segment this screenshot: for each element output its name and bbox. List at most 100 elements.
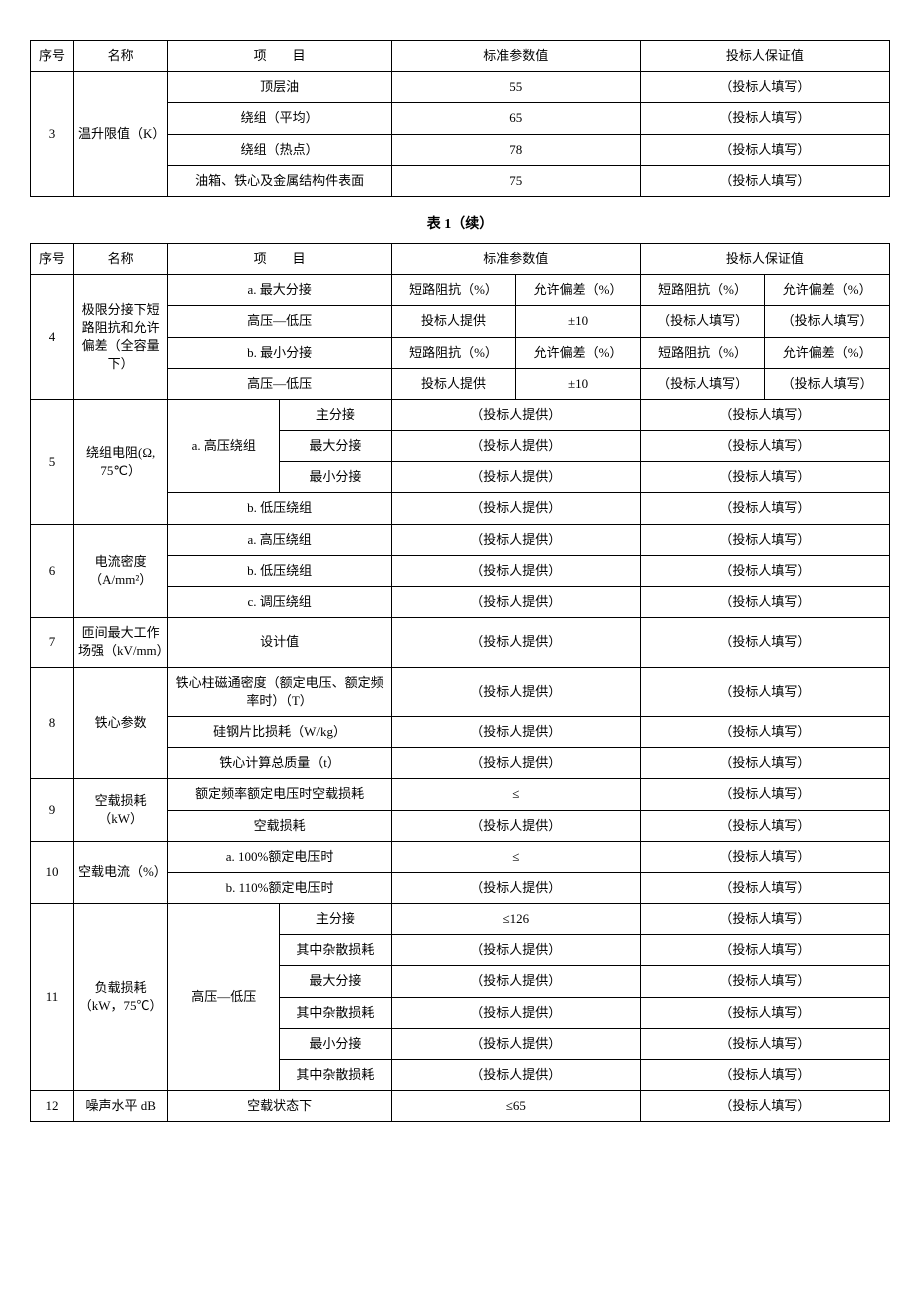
name-cell: 匝间最大工作场强（kV/mm） [73, 618, 167, 667]
item-cell: 顶层油 [168, 72, 391, 103]
subheader-cell: 短路阻抗（%） [391, 275, 516, 306]
bid-cell: （投标人填写） [640, 368, 765, 399]
std-cell: （投标人提供） [391, 1028, 640, 1059]
item-cell: b. 110%额定电压时 [168, 872, 391, 903]
spec-table-top: 序号 名称 项 目 标准参数值 投标人保证值 3 温升限值（K） 顶层油 55 … [30, 40, 890, 197]
subheader-cell: 短路阻抗（%） [640, 275, 765, 306]
table-row: 11 负载损耗（kW，75℃） 高压—低压 主分接 ≤126 （投标人填写） [31, 904, 890, 935]
std-cell: ≤126 [391, 904, 640, 935]
std-cell: （投标人提供） [391, 1060, 640, 1091]
seq-cell: 9 [31, 779, 74, 841]
item-cell: 空载损耗 [168, 810, 391, 841]
subitem-cell: 最大分接 [280, 431, 392, 462]
bid-cell: （投标人填写） [640, 587, 889, 618]
item-cell: 绕组（热点） [168, 134, 391, 165]
item-cell: 绕组（平均） [168, 103, 391, 134]
subitem-cell: 最小分接 [280, 462, 392, 493]
seq-cell: 4 [31, 275, 74, 400]
table-header-row: 序号 名称 项 目 标准参数值 投标人保证值 [31, 41, 890, 72]
std-cell: 投标人提供 [391, 306, 516, 337]
name-cell: 极限分接下短路阻抗和允许偏差（全容量下） [73, 275, 167, 400]
std-cell: （投标人提供） [391, 462, 640, 493]
std-cell: （投标人提供） [391, 935, 640, 966]
bid-cell: （投标人填写） [765, 368, 890, 399]
item-cell: 额定频率额定电压时空载损耗 [168, 779, 391, 810]
item-cell: a. 最大分接 [168, 275, 391, 306]
bid-cell: （投标人填写） [640, 72, 889, 103]
bid-cell: （投标人填写） [640, 165, 889, 196]
std-cell: ≤65 [391, 1091, 640, 1122]
name-cell: 铁心参数 [73, 667, 167, 779]
std-cell: （投标人提供） [391, 587, 640, 618]
std-cell: 投标人提供 [391, 368, 516, 399]
item-cell: 高压—低压 [168, 368, 391, 399]
name-cell: 噪声水平 dB [73, 1091, 167, 1122]
seq-cell: 3 [31, 72, 74, 197]
item-cell: 硅钢片比损耗（W/kg） [168, 716, 391, 747]
header-item: 项 目 [168, 41, 391, 72]
bid-cell: （投标人填写） [640, 555, 889, 586]
table-row: 8 铁心参数 铁心柱磁通密度（额定电压、额定频率时）（T） （投标人提供） （投… [31, 667, 890, 716]
name-cell: 温升限值（K） [73, 72, 167, 197]
seq-cell: 10 [31, 841, 74, 903]
subheader-cell: 短路阻抗（%） [640, 337, 765, 368]
subheader-cell: 允许偏差（%） [765, 337, 890, 368]
bid-cell: （投标人填写） [640, 935, 889, 966]
item-cell: c. 调压绕组 [168, 587, 391, 618]
bid-cell: （投标人填写） [640, 748, 889, 779]
bid-cell: （投标人填写） [640, 1028, 889, 1059]
subitem-cell: 最小分接 [280, 1028, 392, 1059]
bid-cell: （投标人填写） [640, 716, 889, 747]
item-cell: a. 高压绕组 [168, 524, 391, 555]
std-cell: ±10 [516, 368, 641, 399]
header-name: 名称 [73, 41, 167, 72]
seq-cell: 7 [31, 618, 74, 667]
name-cell: 空载损耗（kW） [73, 779, 167, 841]
table-header-row: 序号 名称 项 目 标准参数值 投标人保证值 [31, 243, 890, 274]
name-cell: 电流密度（A/mm²） [73, 524, 167, 618]
header-std: 标准参数值 [391, 41, 640, 72]
std-cell: （投标人提供） [391, 618, 640, 667]
subitem-cell: 最大分接 [280, 966, 392, 997]
item-cell: b. 低压绕组 [168, 555, 391, 586]
std-cell: 65 [391, 103, 640, 134]
header-item: 项 目 [168, 243, 391, 274]
std-cell: ≤ [391, 779, 640, 810]
bid-cell: （投标人填写） [640, 524, 889, 555]
item-cell: 高压—低压 [168, 306, 391, 337]
seq-cell: 8 [31, 667, 74, 779]
bid-cell: （投标人填写） [640, 399, 889, 430]
subheader-cell: 短路阻抗（%） [391, 337, 516, 368]
std-cell: 55 [391, 72, 640, 103]
std-cell: （投标人提供） [391, 431, 640, 462]
bid-cell: （投标人填写） [640, 779, 889, 810]
std-cell: （投标人提供） [391, 524, 640, 555]
item-cell: 设计值 [168, 618, 391, 667]
bid-cell: （投标人填写） [640, 1060, 889, 1091]
bid-cell: （投标人填写） [765, 306, 890, 337]
std-cell: 78 [391, 134, 640, 165]
std-cell: （投标人提供） [391, 997, 640, 1028]
item-cell: b. 低压绕组 [168, 493, 391, 524]
item-cell: 空载状态下 [168, 1091, 391, 1122]
bid-cell: （投标人填写） [640, 872, 889, 903]
bid-cell: （投标人填写） [640, 306, 765, 337]
seq-cell: 5 [31, 399, 74, 524]
bid-cell: （投标人填写） [640, 966, 889, 997]
bid-cell: （投标人填写） [640, 810, 889, 841]
std-cell: （投标人提供） [391, 966, 640, 997]
name-cell: 绕组电阻(Ω, 75℃） [73, 399, 167, 524]
std-cell: （投标人提供） [391, 667, 640, 716]
std-cell: （投标人提供） [391, 872, 640, 903]
std-cell: （投标人提供） [391, 493, 640, 524]
subitem-cell: 其中杂散损耗 [280, 997, 392, 1028]
seq-cell: 11 [31, 904, 74, 1091]
table-row: 12 噪声水平 dB 空载状态下 ≤65 （投标人填写） [31, 1091, 890, 1122]
table-row: 4 极限分接下短路阻抗和允许偏差（全容量下） a. 最大分接 短路阻抗（%） 允… [31, 275, 890, 306]
std-cell: 75 [391, 165, 640, 196]
item-cell: 油箱、铁心及金属结构件表面 [168, 165, 391, 196]
table-continuation-title: 表 1（续） [30, 213, 890, 233]
std-cell: ±10 [516, 306, 641, 337]
bid-cell: （投标人填写） [640, 103, 889, 134]
header-bid: 投标人保证值 [640, 41, 889, 72]
